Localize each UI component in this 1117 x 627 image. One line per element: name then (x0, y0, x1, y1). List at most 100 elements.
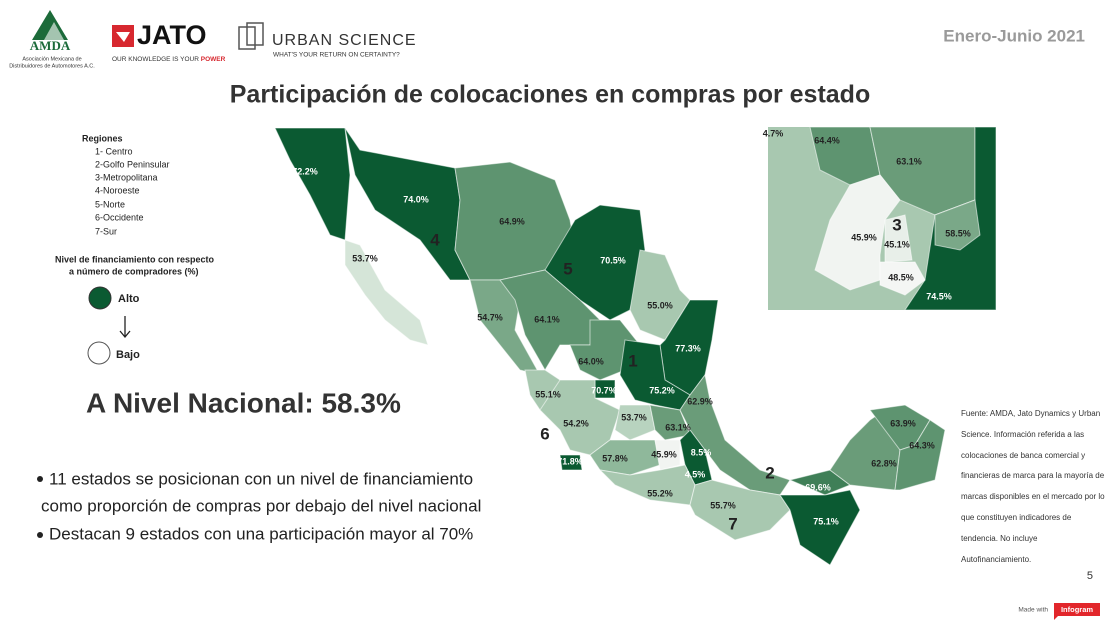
state (274, 127, 351, 241)
amda-name: AMDA (30, 38, 71, 53)
state (614, 404, 656, 441)
state (654, 439, 681, 471)
state-label: 53.7% (352, 253, 378, 263)
jato-logo: JATO OUR KNOWLEDGE IS YOUR POWER (112, 20, 226, 63)
bullet: como proporción de compras por debajo de… (41, 496, 481, 515)
region-item: 1- Centro (95, 146, 133, 156)
amda-full-name: Asociación Mexicana de (22, 56, 81, 62)
state-label: 62.9% (687, 396, 713, 406)
state-label: 54.7% (477, 312, 503, 322)
region-number: 1 (628, 351, 637, 370)
region-number: 5 (563, 259, 572, 278)
state-label: 70.7% (591, 385, 617, 395)
region-item: 4-Noroeste (95, 185, 140, 195)
amda-full-name: Distribuidores de Automotores A.C. (9, 63, 95, 69)
source: Fuente: AMDA, Jato Dynamics y Urban Scie… (961, 409, 1105, 564)
state (689, 479, 791, 541)
state-label: 53.7% (621, 412, 647, 422)
state-label: 64.4% (814, 135, 840, 145)
state-label: 55.2% (647, 488, 673, 498)
state-label: 62.8% (871, 458, 897, 468)
low-swatch (87, 341, 111, 365)
region-number: 6 (540, 424, 549, 443)
state-label: 54.2% (563, 418, 589, 428)
inset-map: 4.7% 64.4% 63.1% 45.9% 45.1% 58.5% 48.5%… (763, 126, 997, 311)
state-label: 63.1% (665, 422, 691, 432)
low-label: Bajo (116, 349, 140, 361)
state-label: 75.2% (649, 385, 675, 395)
state-label: 4.5% (685, 469, 706, 479)
region-number: 4 (430, 230, 440, 249)
period: Enero-Junio 2021 (943, 26, 1085, 45)
state (884, 214, 913, 263)
level-heading: Nivel de financiamiento con respecto (55, 254, 215, 264)
high-label: Alto (118, 293, 140, 305)
state-label: 69.6% (805, 482, 831, 492)
urban-science-logo: URBAN SCIENCE WHAT'S YOUR RETURN ON CERT… (238, 22, 417, 59)
source-line: tendencia. No incluye (961, 534, 1038, 543)
source-line: financieras de marca para la mayoría de (961, 471, 1105, 480)
state-label: 63.9% (890, 418, 916, 428)
region-item: 5-Norte (95, 199, 125, 209)
state (894, 419, 946, 491)
bullet-dot (37, 532, 43, 538)
state-label: 8.5% (691, 447, 712, 457)
source-line: colocaciones de banca comercial y (961, 451, 1085, 460)
state-label: 64.3% (909, 440, 935, 450)
level-heading: a número de compradores (%) (69, 266, 199, 276)
region-number: 7 (728, 514, 737, 533)
region-number: 3 (892, 215, 901, 234)
regions-heading: Regiones (82, 133, 123, 143)
state-label: 71.8% (557, 456, 583, 466)
state-label: 4.7% (763, 128, 784, 138)
region-item: 6-Occidente (95, 212, 144, 222)
arrow-head (119, 330, 131, 339)
jato-name: JATO (137, 20, 207, 50)
urban-science-name: URBAN SCIENCE (272, 32, 417, 49)
source-line: marcas disponibles en el mercado por lo (961, 492, 1105, 501)
state-label: 75.1% (813, 516, 839, 526)
state-label: 55.1% (535, 389, 561, 399)
state-label: 45.1% (884, 239, 910, 249)
source-line: Science. Información referida a las (961, 430, 1084, 439)
urban-science-tagline: WHAT'S YOUR RETURN ON CERTAINTY? (273, 52, 400, 59)
title: Participación de colocaciones en compras… (230, 81, 870, 109)
state-label: 72.2% (292, 166, 318, 176)
state-label: 64.9% (499, 216, 525, 226)
state-label: 45.9% (851, 232, 877, 242)
bullet: Destacan 9 estados con una participación… (49, 524, 473, 543)
made-with: Made with (1018, 607, 1048, 614)
state-label: 64.1% (534, 314, 560, 324)
region-number: 2 (765, 463, 774, 482)
state-label: 70.5% (600, 255, 626, 265)
legend: Regiones 1- Centro 2-Golfo Peninsular 3-… (55, 133, 215, 365)
source-line: que constituyen indicadores de (961, 513, 1072, 522)
state-label: 64.0% (578, 356, 604, 366)
national-level: A Nivel Nacional: 58.3% (86, 387, 401, 418)
state-label: 55.7% (710, 500, 736, 510)
amda-logo: AMDA Asociación Mexicana de Distribuidor… (9, 10, 95, 69)
state (934, 199, 981, 251)
state (539, 379, 621, 456)
infogram-badge (1054, 603, 1100, 620)
state (344, 239, 429, 346)
state-label: 63.1% (896, 156, 922, 166)
page-number: 5 (1087, 570, 1093, 582)
jato-tagline: OUR KNOWLEDGE IS YOUR POWER (112, 56, 226, 63)
bullet: 11 estados se posicionan con un nivel de… (49, 469, 473, 488)
infogram-brand: Infogram (1061, 605, 1093, 614)
state-label: 45.9% (651, 449, 677, 459)
mexico-map: 72.2% 74.0% 53.7% 64.9% 70.5% 55.0% 77.3… (274, 127, 946, 566)
state-label: 77.3% (675, 343, 701, 353)
state-label: 48.5% (888, 272, 914, 282)
region-item: 3-Metropolitana (95, 172, 158, 182)
state-label: 55.0% (647, 300, 673, 310)
source-line: Fuente: AMDA, Jato Dynamics y Urban (961, 409, 1100, 418)
state-label: 57.8% (602, 453, 628, 463)
state-label: 58.5% (945, 228, 971, 238)
region-item: 7-Sur (95, 226, 117, 236)
high-swatch (88, 286, 112, 310)
state-label: 74.0% (403, 194, 429, 204)
source-line: Autofinanciamiento. (961, 555, 1031, 564)
